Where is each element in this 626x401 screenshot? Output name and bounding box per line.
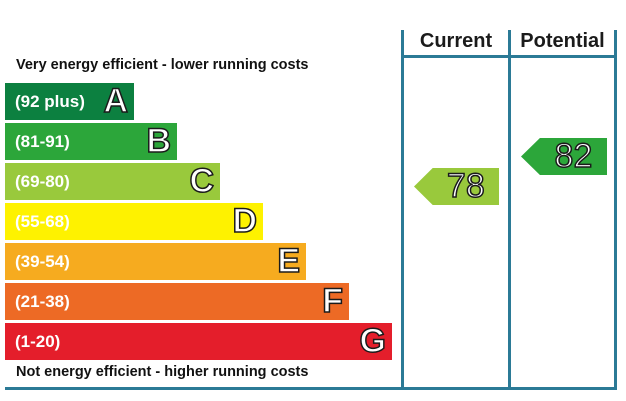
band-g: (1-20) G <box>5 321 392 361</box>
band-letter: D <box>232 201 258 241</box>
band-range: (55-68) <box>15 212 70 231</box>
potential-rating-value: 82 <box>554 137 593 175</box>
current-rating-arrow: 78 <box>414 168 499 205</box>
band-range: (69-80) <box>15 172 70 191</box>
band-range: (21-38) <box>15 292 70 311</box>
bottom-border <box>5 387 617 390</box>
potential-column-header: Potential <box>520 30 605 52</box>
band-a: (92 plus) A <box>5 81 134 121</box>
band-letter: A <box>103 81 129 121</box>
band-c: (69-80) C <box>5 161 220 201</box>
band-range: (1-20) <box>15 332 61 351</box>
band-letter: B <box>146 121 172 161</box>
bottom-caption: Not energy efficient - higher running co… <box>16 364 309 380</box>
band-letter: E <box>277 241 301 281</box>
band-range: (92 plus) <box>15 92 85 111</box>
band-letter: G <box>359 321 387 361</box>
band-e: (39-54) E <box>5 241 306 281</box>
band-letter: C <box>189 161 215 201</box>
band-f: (21-38) F <box>5 281 349 321</box>
column-divider-left <box>401 30 404 390</box>
band-letter: F <box>321 281 343 321</box>
band-range: (81-91) <box>15 132 70 151</box>
top-caption: Very energy efficient - lower running co… <box>16 57 309 73</box>
column-divider-middle <box>508 30 511 390</box>
header-underline <box>401 55 617 58</box>
potential-rating-arrow: 82 <box>521 138 607 175</box>
band-b: (81-91) B <box>5 121 177 161</box>
current-rating-value: 78 <box>446 167 485 205</box>
band-d: (55-68) D <box>5 201 263 241</box>
band-range: (39-54) <box>15 252 70 271</box>
current-column-header: Current <box>419 30 493 52</box>
column-divider-right <box>614 30 617 390</box>
